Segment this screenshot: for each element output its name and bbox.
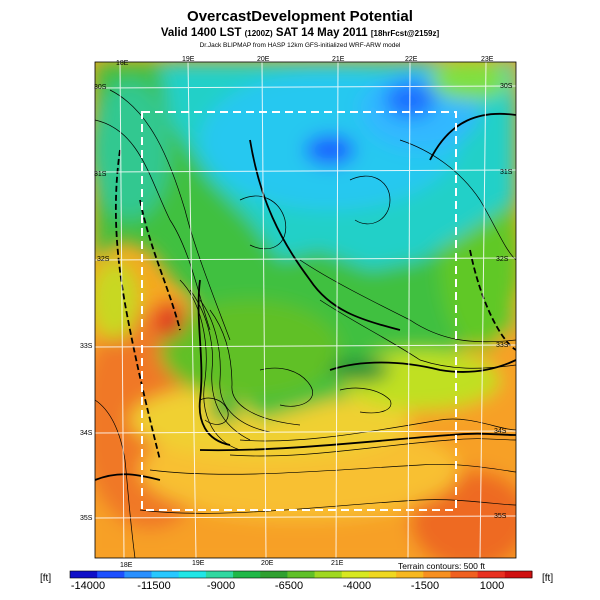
colorbar-tick: -14000	[70, 580, 106, 592]
lat-label-right: 32S	[496, 256, 509, 263]
valid-date: SAT 14 May 2011	[275, 27, 368, 39]
colorbar-swatch	[396, 571, 424, 578]
lat-label-left: 31S	[94, 171, 107, 178]
lon-label-top: 19E	[182, 56, 195, 63]
colorbar-swatch	[368, 571, 397, 578]
colorbar-swatch	[341, 571, 370, 578]
colorbar-tick: 1000	[479, 580, 505, 592]
bold-contours	[95, 112, 516, 481]
colorbar-swatch	[178, 571, 207, 578]
lat-lon-grid	[94, 61, 517, 559]
forecast-info: [18hrFcst@2159z]	[370, 29, 440, 38]
colorbar-tick: -9000	[206, 580, 236, 592]
lat-label-left: 35S	[80, 515, 93, 522]
valid-time: Valid 1400 LST	[160, 27, 242, 39]
lon-label-top: 23E	[481, 56, 494, 63]
lon-label-bottom: 20E	[261, 560, 274, 567]
utc-time: (1200Z)	[244, 29, 273, 38]
colorbar-swatch	[97, 571, 125, 578]
terrain-contour-note: Terrain contours: 500 ft	[398, 561, 485, 571]
lon-label-top: 18E	[116, 60, 129, 67]
colorbar-swatch	[260, 571, 288, 578]
dashed-contours	[114, 149, 516, 461]
lon-label-top: 22E	[405, 56, 418, 63]
colorbar-swatch	[287, 571, 316, 578]
colorbar-tick: -6500	[274, 580, 304, 592]
lat-label-right: 31S	[500, 169, 513, 176]
colorbar-swatch	[124, 571, 153, 578]
colorbar-swatch	[423, 571, 451, 578]
colorbar-tick: -1500	[410, 580, 440, 592]
lat-label-left: 34S	[80, 430, 93, 437]
model-credit: Dr.Jack BLIPMAP from HASP 12km GFS-initi…	[199, 42, 401, 49]
lat-label-left: 33S	[80, 343, 93, 350]
lat-label-right: 35S	[494, 513, 507, 520]
lat-label-left: 30S	[94, 84, 107, 91]
colorbar-unit-left: [ft]	[40, 573, 52, 584]
color-field	[95, 62, 516, 558]
colorbar-swatch	[314, 571, 343, 578]
colorbar-swatch	[450, 571, 479, 578]
inner-domain-box	[141, 111, 457, 511]
colorbar-swatch	[504, 571, 533, 578]
lon-label-top: 21E	[332, 56, 345, 63]
valid-time-subtitle: Valid 1400 LST (1200Z) SAT 14 May 2011 […	[0, 27, 600, 39]
colorbar-tick: -11500	[137, 580, 171, 592]
colorbar	[70, 571, 533, 578]
lat-label-right: 33S	[496, 342, 509, 349]
lon-label-bottom: 21E	[331, 560, 344, 567]
colorbar-swatch	[151, 571, 180, 578]
colorbar-tick: -4000	[342, 580, 372, 592]
lat-label-left: 32S	[97, 256, 110, 263]
colorbar-unit-right: [ft]	[542, 573, 554, 584]
colorbar-swatch	[70, 571, 98, 578]
colorbar-swatch	[477, 571, 506, 578]
lon-label-top: 20E	[257, 56, 270, 63]
lat-label-right: 30S	[500, 83, 513, 90]
lat-label-right: 34S	[494, 428, 507, 435]
lon-label-bottom: 19E	[192, 560, 205, 567]
colorbar-border	[69, 570, 533, 579]
page-title: OvercastDevelopment Potential	[187, 8, 413, 25]
lon-label-bottom: 18E	[120, 562, 133, 569]
colorbar-swatch	[205, 571, 234, 578]
map-border	[94, 61, 517, 559]
colorbar-swatch	[233, 571, 261, 578]
